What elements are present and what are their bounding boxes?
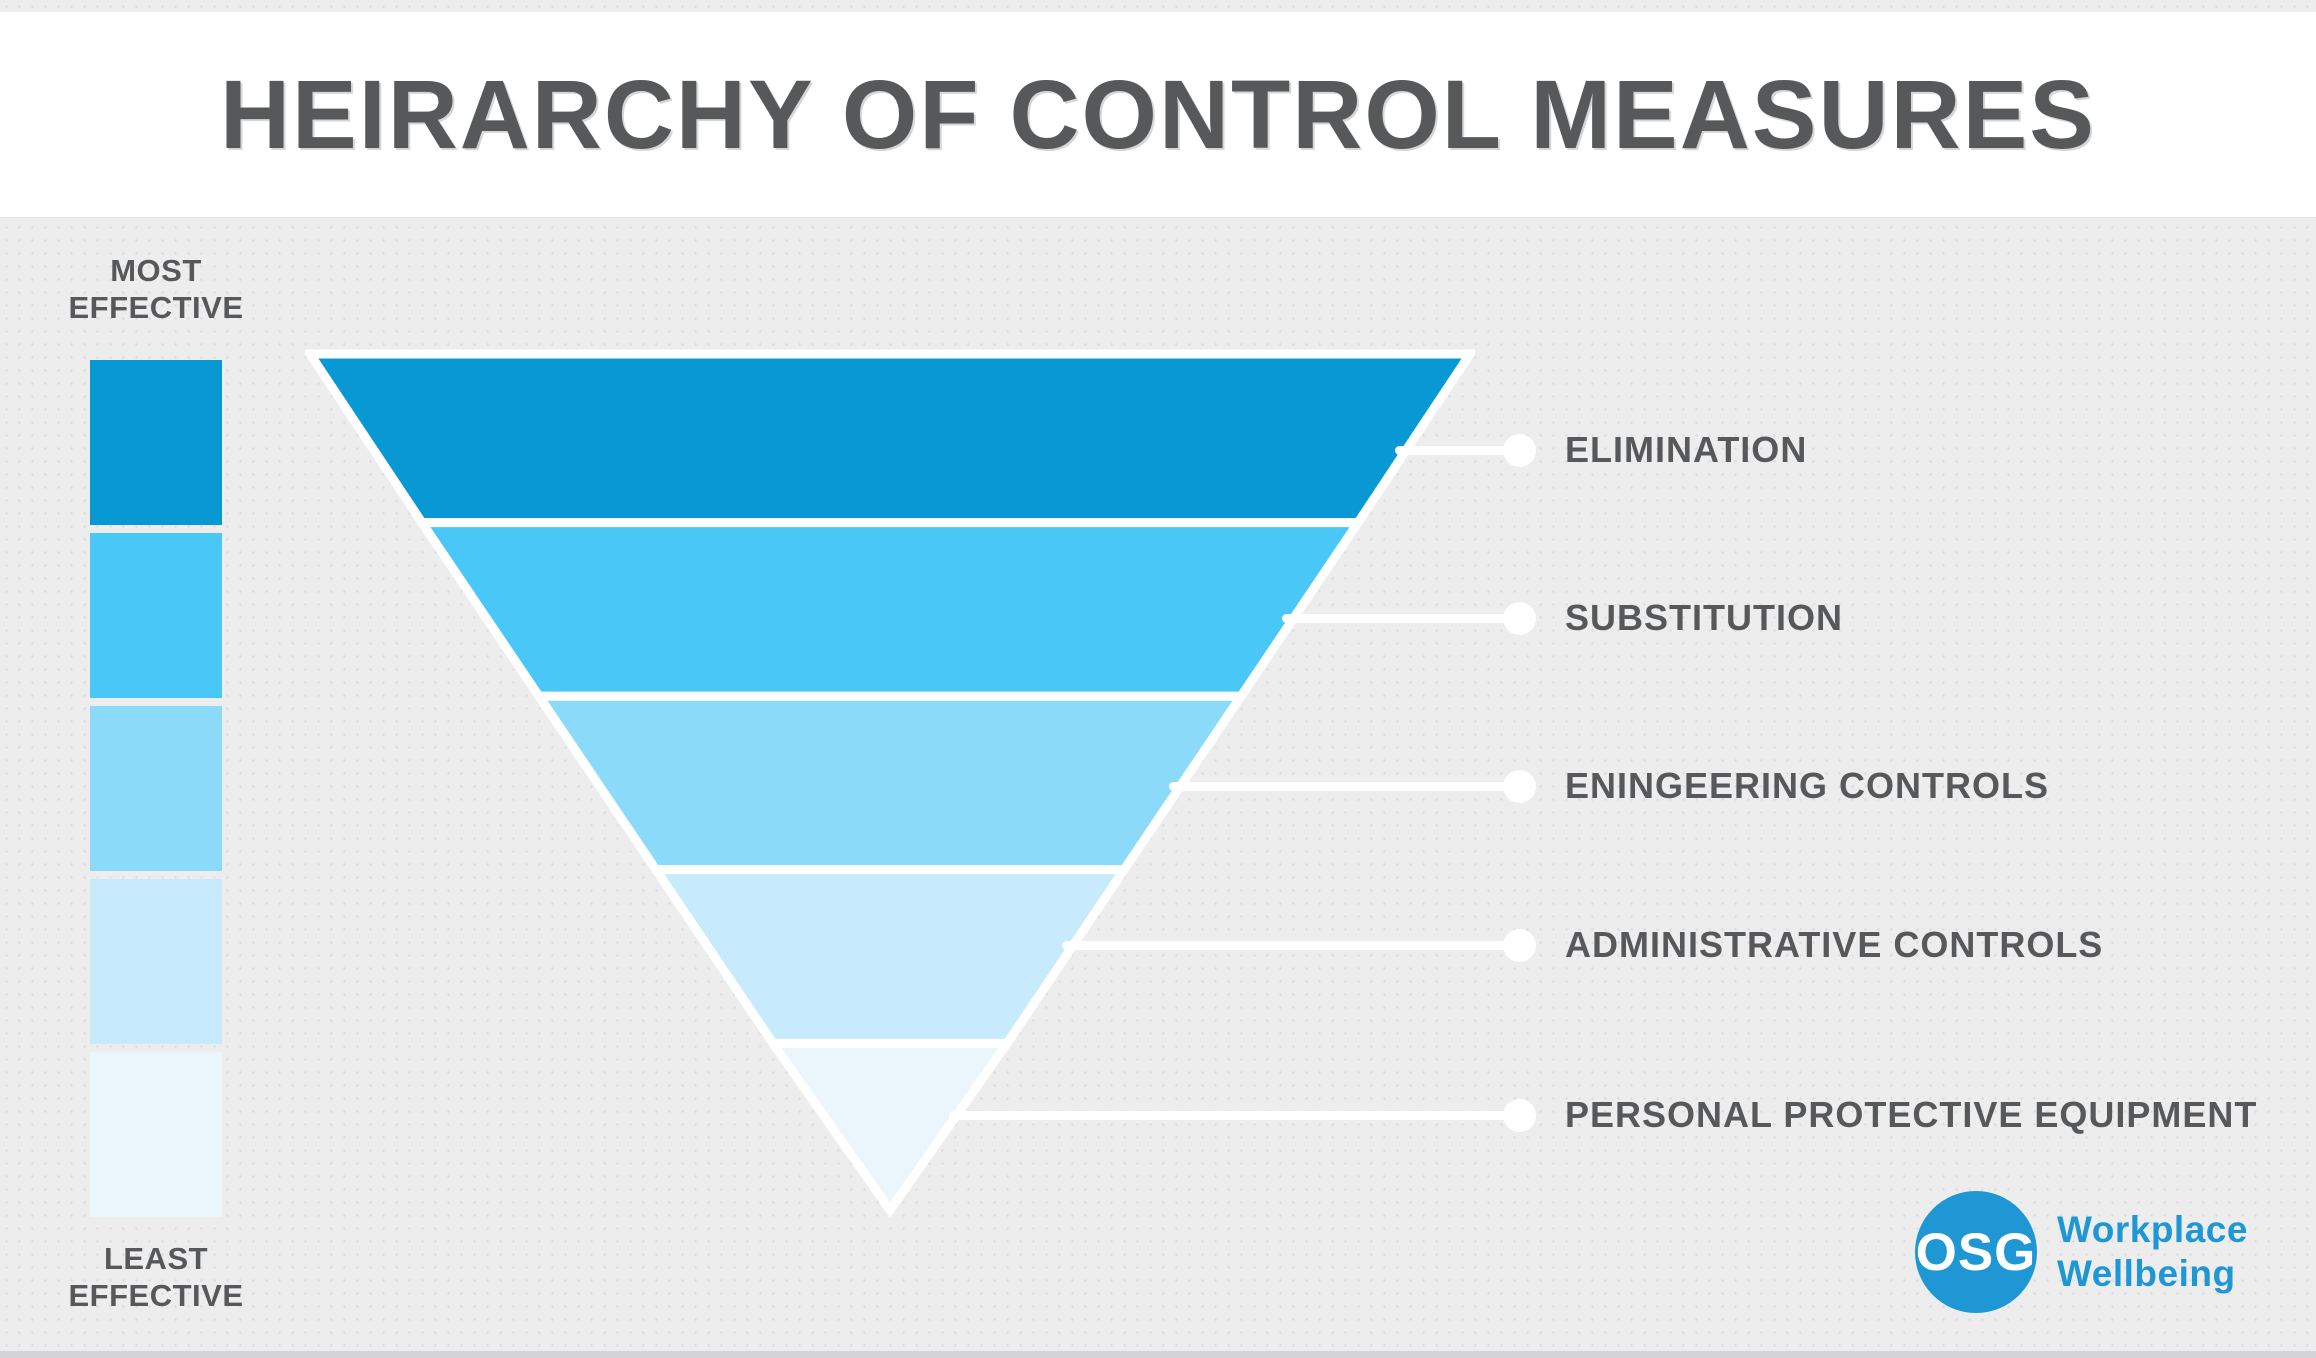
connector-dot — [1503, 434, 1536, 467]
funnel-layer-engineering-controls — [530, 691, 1250, 875]
osg-logo: OSG Workplace Wellbeing — [1915, 1191, 2248, 1313]
connector-line-ppe — [949, 1099, 1536, 1132]
level-label-elimination: ELIMINATION — [1565, 429, 1808, 470]
connector-dot — [1503, 929, 1536, 962]
funnel-layer-administrative-controls — [647, 865, 1133, 1048]
page-title: HEIRARCHY OF CONTROL MEASURES — [220, 59, 2096, 169]
connector-dot — [1503, 1099, 1536, 1132]
scale-segment-1 — [90, 360, 222, 525]
funnel-layer-ppe — [764, 1038, 1016, 1217]
osg-logo-circle: OSG — [1915, 1191, 2037, 1313]
level-label-engineering-controls: ENINGEERING CONTROLS — [1565, 765, 2050, 806]
scale-segment-2 — [90, 533, 222, 698]
connector-line-administrative-controls — [1062, 929, 1536, 962]
osg-logo-text: Workplace Wellbeing — [2057, 1208, 2248, 1295]
level-label-administrative-controls: ADMINISTRATIVE CONTROLS — [1565, 924, 2104, 965]
osg-logo-line2: Wellbeing — [2057, 1253, 2236, 1294]
connector-line-engineering-controls — [1169, 770, 1536, 803]
connector-dot — [1503, 770, 1536, 803]
connector-line-elimination — [1395, 434, 1536, 467]
connector-line-substitution — [1282, 602, 1536, 635]
funnel-diagram — [305, 349, 1475, 1217]
most-effective-label: MOST EFFECTIVE — [68, 253, 244, 326]
funnel-layer-elimination — [305, 349, 1475, 528]
effectiveness-scale-bar — [90, 360, 222, 1217]
least-effective-label: LEAST EFFECTIVE — [68, 1241, 244, 1314]
bottom-edge-divider — [0, 1351, 2316, 1358]
connector-dot — [1503, 602, 1536, 635]
osg-logo-line1: Workplace — [2057, 1209, 2248, 1251]
level-label-substitution: SUBSTITUTION — [1565, 597, 1843, 638]
funnel-layer-substitution — [413, 518, 1367, 701]
scale-segment-5 — [90, 1052, 222, 1217]
scale-segment-3 — [90, 706, 222, 871]
scale-segment-4 — [90, 879, 222, 1044]
title-bar: HEIRARCHY OF CONTROL MEASURES — [0, 12, 2316, 218]
level-label-ppe: PERSONAL PROTECTIVE EQUIPMENT — [1565, 1094, 2258, 1135]
